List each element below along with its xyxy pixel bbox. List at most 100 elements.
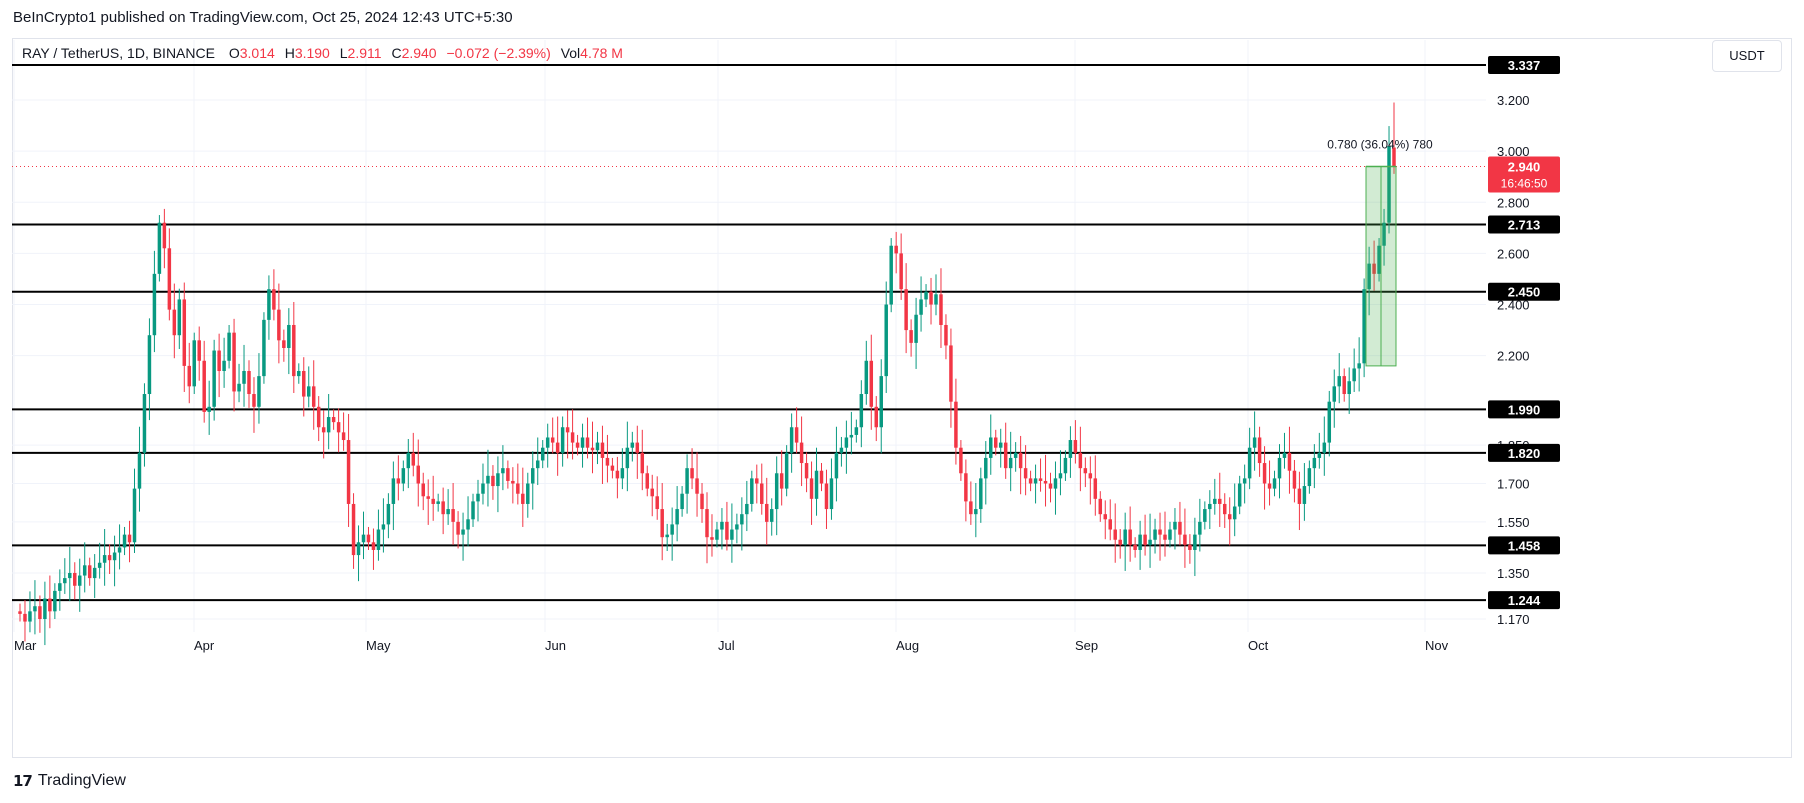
x-axis: Mar Apr May Jun Jul Aug Sep Oct Nov	[14, 638, 1449, 653]
publish-header: BeInCrypto1 published on TradingView.com…	[13, 9, 513, 26]
candle-body	[1208, 503, 1212, 510]
candle-body	[580, 437, 585, 448]
candle-body	[197, 340, 201, 361]
candle-body	[1053, 478, 1058, 489]
candle-body	[839, 447, 844, 453]
candle-body	[605, 457, 610, 466]
candle-body	[1322, 442, 1327, 453]
candle-body	[1232, 506, 1237, 520]
candle-body	[321, 427, 326, 433]
candle-body	[1088, 473, 1093, 479]
candle-body	[252, 394, 256, 407]
candle-body	[207, 406, 211, 412]
candle-body	[1282, 452, 1287, 458]
candle-body	[122, 534, 127, 548]
candle-body	[660, 509, 664, 538]
candle-body	[630, 442, 635, 448]
candle-body	[964, 473, 968, 502]
x-tick-label: Mar	[14, 638, 37, 653]
candle-body	[426, 496, 430, 499]
candle-body	[894, 245, 898, 254]
candle-body	[526, 483, 530, 504]
candle-body	[172, 309, 177, 336]
candle-body	[1038, 478, 1043, 481]
candle-body	[575, 442, 580, 448]
candle-body	[1003, 442, 1008, 469]
candle-body	[789, 427, 794, 453]
candle-body	[1262, 463, 1267, 484]
candle-body	[162, 222, 167, 249]
candle-body	[849, 434, 854, 438]
candle-body	[1227, 514, 1232, 520]
currency-button[interactable]: USDT	[1712, 40, 1782, 72]
candle-body	[152, 273, 157, 336]
candle-body	[1312, 457, 1317, 469]
candle-body	[1118, 539, 1122, 545]
open-label: O	[228, 45, 240, 61]
candle-body	[1158, 529, 1162, 535]
candle-body	[481, 483, 485, 494]
candle-body	[68, 572, 72, 579]
candle-body	[336, 422, 341, 433]
measure-label: 0.780 (36.04%) 780	[1327, 137, 1433, 151]
candle-body	[620, 468, 625, 479]
candle-body	[1093, 478, 1098, 499]
candle-body	[1073, 440, 1078, 453]
candle-body	[501, 468, 505, 474]
volume-value: 4.78 M	[580, 45, 623, 61]
candle-body	[381, 524, 386, 530]
x-tick-label: Sep	[1075, 638, 1098, 653]
candle-body	[615, 470, 620, 479]
candle-body	[1387, 146, 1391, 223]
candle-body	[809, 478, 814, 499]
candle-body	[550, 437, 555, 443]
candle-body	[755, 478, 759, 484]
candle-body	[1317, 452, 1322, 458]
candle-body	[1362, 289, 1366, 364]
x-tick-label: Aug	[896, 638, 919, 653]
candle-body	[650, 488, 654, 497]
candle-body	[222, 360, 226, 372]
candle-body	[1113, 529, 1117, 540]
candle-body	[939, 294, 943, 325]
candle-body	[396, 478, 401, 484]
candle-body	[1018, 452, 1023, 469]
candle-body	[391, 478, 396, 504]
y-tick-label: 2.600	[1497, 246, 1530, 261]
candle-body	[311, 386, 316, 407]
candle-body	[545, 437, 550, 448]
candle-body	[959, 447, 963, 474]
y-tick-label: 3.200	[1497, 93, 1530, 108]
candle-body	[1043, 480, 1048, 484]
candle-body	[53, 590, 57, 612]
candle-body	[824, 483, 829, 510]
candle-body	[1133, 544, 1137, 550]
level-tag-label: 1.990	[1508, 402, 1541, 417]
candle-body	[1138, 534, 1142, 550]
candle-body	[102, 555, 107, 563]
level-tag	[1488, 536, 1560, 555]
candle-body	[949, 345, 953, 402]
candle-body	[531, 468, 535, 484]
candle-body	[1347, 381, 1351, 395]
candle-body	[1193, 534, 1197, 550]
candle-body	[461, 529, 465, 535]
high-label: H	[284, 45, 295, 61]
low-value: 2.911	[347, 45, 382, 61]
candle-body	[769, 509, 774, 522]
candle-body	[540, 447, 545, 461]
candle-body	[232, 332, 236, 392]
candle-body	[1178, 521, 1182, 535]
candle-body	[137, 452, 142, 489]
candle-body	[187, 365, 192, 387]
candle-body	[77, 575, 82, 586]
tradingview-brand: TradingView	[37, 772, 126, 789]
candle-body	[371, 542, 376, 550]
candle-body	[302, 371, 306, 397]
candle-body	[993, 437, 998, 448]
candle-body	[366, 534, 371, 543]
candle-body	[1033, 478, 1038, 484]
candle-body	[1342, 376, 1346, 395]
candle-body	[675, 509, 679, 525]
